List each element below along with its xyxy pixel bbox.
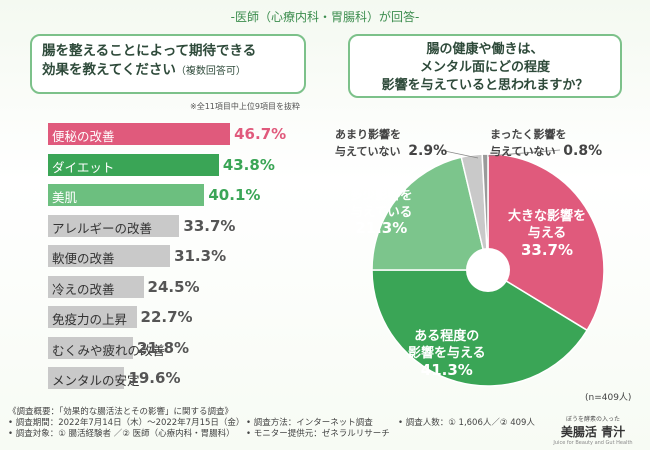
footnote-monitor: • モニター提供元：ゼネラルリサーチ: [246, 429, 390, 439]
bar-label-1: 便秘の改善: [52, 129, 115, 144]
bar-note: ※全11項目中上位9項目を抜粋: [190, 102, 300, 111]
left-title-sub: （複数回答可）: [175, 66, 246, 77]
left-question-box: 腸を整えることによって期待できる 効果を教えてください（複数回答可）: [30, 34, 306, 94]
pie-label-rare-value: 2.9%: [408, 143, 448, 159]
left-question-title: 腸を整えることによって期待できる 効果を教えてください（複数回答可）: [42, 42, 296, 81]
brand-tagline: Juice for Beauty and Gut Health: [553, 440, 633, 446]
bar-value-1: 46.7%: [234, 125, 287, 143]
footnote-method: • 調査方法：インターネット調査: [246, 418, 373, 428]
pie-label-little-value: 21.3%: [355, 219, 408, 237]
header: -医師（心療内科・胃腸科）が回答-: [230, 10, 420, 24]
pie-label-little: 多少影響を 与えている 21.3%: [350, 186, 413, 237]
pie-label-rare: あまり影響を 与えていない 2.9%: [335, 126, 447, 160]
pie-label-none: まったく影響を 与えていない 0.8%: [490, 126, 602, 160]
right-title-line3: 影響を与えていると思われますか？: [381, 78, 589, 93]
leader-line-2: [487, 149, 561, 157]
bar-label-9: メンタルの安定: [52, 373, 140, 388]
footnote-target: • 調査対象：① 腸活経験者 ／② 医師（心療内科・胃腸科）: [8, 429, 235, 439]
bar-8: むくみや疲れの改善: [48, 336, 165, 359]
pie-label-none-line2: 与えていない: [490, 145, 556, 158]
bar-value-6: 24.5%: [147, 277, 200, 296]
bar-label-3: 美肌: [52, 190, 78, 205]
bar-value-4: 33.7%: [183, 216, 236, 235]
pie-slice-1: [487, 153, 605, 332]
bar-4: アレルギーの改善: [48, 214, 180, 237]
pie-slice-3: [371, 156, 489, 271]
bar-label-8: むくみや疲れの改善: [52, 342, 166, 358]
bar-5: 軟便の改善: [48, 245, 171, 267]
pie-slice-5: [481, 153, 489, 271]
bar-1: 便秘の改善: [48, 123, 231, 145]
sample-size: (n=409人): [585, 393, 632, 403]
footnote-period: • 調査期間：2022年7月14日（木）〜2022年7月15日（金）: [8, 418, 245, 428]
pie-label-large-line1: 大きな影響を: [508, 209, 587, 224]
bar-label-4: アレルギーの改善: [52, 220, 153, 236]
bar-value-9: 19.6%: [128, 369, 181, 387]
pie-label-large-value: 33.7%: [520, 241, 574, 259]
pie-slice-2: [371, 269, 589, 387]
bar-label-2: ダイエット: [52, 159, 115, 175]
left-title-line2: 効果を教えてください: [42, 62, 176, 78]
bar-2: ダイエット: [48, 153, 219, 176]
pie-label-large-line2: 与える: [527, 226, 567, 241]
right-question-box: 腸の健康や働きは、 メンタル面にどの程度 影響を与えていると思われますか？: [348, 34, 622, 98]
footnote-survey: 《調査概要：「効果的な腸活法とその影響」に関する調査》: [8, 407, 233, 417]
pie-hole: [466, 248, 510, 292]
pie-label-little-line1: 多少影響を: [350, 187, 413, 202]
bar-label-5: 軟便の改善: [52, 251, 115, 266]
pie-label-little-line2: 与えている: [350, 204, 413, 219]
pie-label-none-value: 0.8%: [563, 143, 603, 159]
pie-label-some-line1: ある程度の: [414, 329, 480, 344]
brand-logo: ぼうを酵素の入った 美腸活 青汁 Juice for Beauty and Gu…: [548, 414, 638, 446]
leader-line-1: [439, 149, 479, 159]
bar-9: メンタルの安定: [48, 367, 140, 389]
bar-value-7: 22.7%: [140, 308, 193, 326]
bar-7: 免疫力の上昇: [48, 306, 137, 328]
brand-top: ぼうを酵素の入った: [565, 416, 620, 423]
left-title-line1: 腸を整えることによって期待できる: [42, 43, 257, 59]
pie-label-none-line1: まったく影響を: [490, 128, 567, 141]
bar-3: 美肌: [48, 184, 205, 206]
pie-label-some: ある程度の 影響を与える 41.3%: [408, 328, 486, 379]
pie-label-some-value: 41.3%: [420, 361, 473, 379]
bar-value-8: 21.8%: [137, 338, 190, 357]
brand-name: 美腸活 青汁: [560, 425, 626, 439]
bar-value-2: 43.8%: [222, 155, 275, 174]
bar-6: 冷えの改善: [48, 275, 144, 298]
bar-value-5: 31.3%: [174, 247, 227, 265]
pie-label-rare-line1: あまり影響を: [335, 128, 401, 141]
right-title-line1: 腸の健康や働きは、: [426, 42, 544, 57]
pie-label-large: 大きな影響を 与える 33.7%: [508, 208, 586, 259]
bar-value-3: 40.1%: [208, 186, 261, 204]
right-question-title: 腸の健康や働きは、 メンタル面にどの程度 影響を与えていると思われますか？: [354, 41, 616, 95]
right-title-line2: メンタル面にどの程度: [419, 60, 550, 75]
pie-label-rare-line2: 与えていない: [335, 145, 401, 158]
bar-label-6: 冷えの改善: [52, 281, 115, 297]
pie-label-some-line2: 影響を与える: [408, 346, 486, 361]
bar-label-7: 免疫力の上昇: [52, 312, 128, 327]
footnote-count: • 調査人数：① 1,606人／② 409人: [398, 418, 535, 428]
